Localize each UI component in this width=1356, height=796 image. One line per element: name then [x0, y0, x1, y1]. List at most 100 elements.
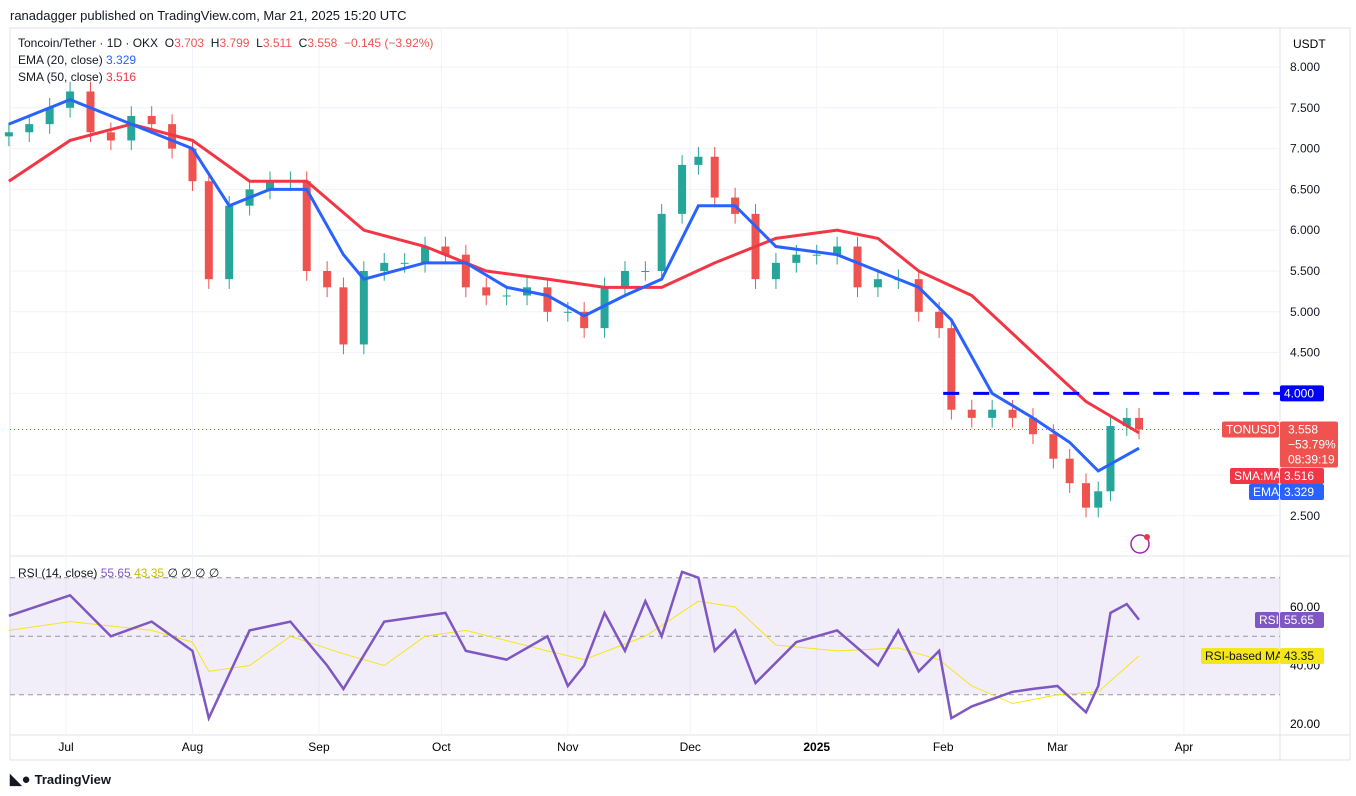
- candle: [4, 132, 13, 137]
- price-tick: 8.000: [1290, 60, 1320, 74]
- time-tick: Sep: [308, 740, 330, 754]
- candle: [400, 262, 409, 264]
- ema-value: 3.329: [106, 53, 137, 67]
- candle: [147, 115, 156, 125]
- candle: [188, 148, 197, 182]
- time-tick: Nov: [557, 740, 578, 754]
- candle: [1135, 417, 1144, 430]
- symbol-name: Toncoin/Tether · 1D · OKX: [18, 36, 159, 50]
- rsi-extra: ∅ ∅ ∅ ∅: [167, 566, 220, 580]
- rsi-ma-value: 43.35: [134, 566, 165, 580]
- last-price-text: 3.558: [1288, 422, 1318, 436]
- price-tick: 5.000: [1290, 305, 1320, 319]
- candle: [204, 181, 213, 280]
- sma-value-tag-bg: [1280, 468, 1324, 484]
- candle: [482, 287, 491, 296]
- candle: [1049, 434, 1058, 459]
- price-tick: 2.500: [1290, 509, 1320, 523]
- sma-legend[interactable]: SMA (50, close) 3.516: [18, 70, 136, 84]
- last-price-box: [1280, 421, 1338, 468]
- sma-tag: SMA:MA: [1234, 469, 1281, 483]
- level-label-bg: [1280, 385, 1324, 402]
- candle: [380, 262, 389, 271]
- rsi-tag-bg: [1255, 612, 1279, 628]
- close-value: 3.558: [307, 36, 338, 50]
- price-tick: 6.000: [1290, 223, 1320, 237]
- candle: [935, 311, 944, 329]
- sma-tag-bg: [1230, 468, 1279, 484]
- low-label: L: [256, 36, 263, 50]
- symbol-legend: Toncoin/Tether · 1D · OKX O3.703 H3.799 …: [18, 36, 433, 50]
- candle: [947, 328, 956, 410]
- candle: [441, 246, 450, 255]
- sma-label: SMA (50, close): [18, 70, 103, 84]
- price-chart[interactable]: 8.000 7.500 7.000 6.500 6.000 5.500 5.000 4.500…: [0, 0, 1356, 765]
- close-label: C: [298, 36, 308, 50]
- price-tick: 4.500: [1290, 346, 1320, 360]
- candle: [225, 205, 234, 280]
- notification-dot: [1144, 534, 1150, 540]
- time-tick: Oct: [432, 740, 451, 754]
- rsi-tick: 60.00: [1290, 600, 1320, 614]
- candle: [563, 311, 572, 313]
- rsi-value-tag: 55.65: [1284, 613, 1314, 627]
- candle: [127, 115, 136, 141]
- candle: [873, 279, 882, 288]
- ema-legend[interactable]: EMA (20, close) 3.329: [18, 53, 136, 67]
- rsi-value-tag-bg: [1280, 612, 1324, 628]
- high-label: H: [210, 36, 220, 50]
- tradingview-logo[interactable]: ◣● TradingView: [10, 770, 111, 788]
- ema-tag: EMA: [1253, 485, 1279, 499]
- candle: [853, 246, 862, 288]
- rsi-value: 55.65: [100, 566, 131, 580]
- candle: [678, 164, 687, 214]
- candle: [694, 156, 703, 165]
- candle: [792, 254, 801, 263]
- candle: [833, 246, 842, 255]
- candle: [812, 254, 821, 256]
- ema-value-tag-bg: [1280, 484, 1324, 500]
- rsi-ma-value-tag-bg: [1280, 648, 1324, 664]
- rsi-label: RSI (14, close): [18, 566, 98, 580]
- candle: [600, 287, 609, 329]
- time-tick: Apr: [1175, 740, 1194, 754]
- rsi-ma-tag: RSI-based MA: [1205, 649, 1283, 663]
- candle: [302, 181, 311, 271]
- candle: [25, 124, 34, 133]
- price-tick: 6.500: [1290, 182, 1320, 196]
- candle: [1106, 426, 1115, 492]
- low-value: 3.511: [262, 36, 292, 50]
- price-tick: 7.500: [1290, 101, 1320, 115]
- candle: [967, 409, 976, 418]
- time-tick: Mar: [1047, 740, 1068, 754]
- lightning-icon: [1130, 534, 1150, 554]
- candle: [620, 271, 629, 288]
- time-tick: 2025: [803, 740, 830, 754]
- candle: [1065, 458, 1074, 484]
- sma-line: [8, 122, 1140, 435]
- candle: [45, 107, 54, 125]
- candle: [543, 287, 552, 312]
- time-tick: Jul: [58, 740, 73, 754]
- candle: [657, 213, 666, 271]
- rsi-ma-tag-bg: [1201, 648, 1279, 664]
- sma-value-tag: 3.516: [1284, 469, 1314, 483]
- candle: [1082, 483, 1090, 508]
- candle: [771, 262, 780, 280]
- ema-label: EMA (20, close): [18, 53, 103, 67]
- candle: [421, 246, 430, 263]
- ticker-tag: TONUSDT: [1226, 422, 1284, 436]
- rsi-tick: 20.00: [1290, 717, 1320, 731]
- chart-frame: [9, 27, 1351, 761]
- candle: [641, 271, 650, 272]
- candle: [323, 271, 332, 288]
- change-value: −0.145 (−3.92%): [344, 36, 434, 50]
- candle: [86, 91, 95, 133]
- level-label: 4.000: [1284, 386, 1314, 400]
- candle: [710, 156, 719, 198]
- rsi-ma-line: [8, 600, 1140, 705]
- open-value: 3.703: [174, 36, 205, 50]
- rsi-legend[interactable]: RSI (14, close) 55.65 43.35 ∅ ∅ ∅ ∅: [18, 566, 219, 580]
- brand-name: TradingView: [34, 771, 111, 787]
- ema-tag-bg: [1249, 484, 1279, 500]
